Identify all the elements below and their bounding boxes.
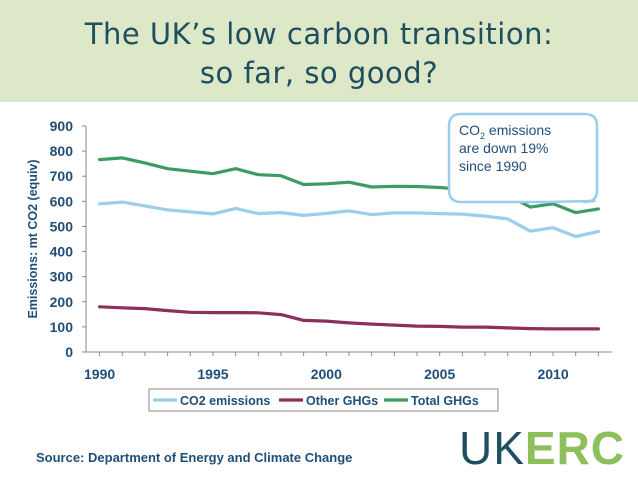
legend-label-3: Total GHGs (411, 394, 479, 408)
x-tick-label-2010: 2010 (537, 366, 568, 382)
legend-label-2: Other GHGs (306, 394, 378, 408)
y-axis-label: Emissions: mt CO2 (equiv) (26, 159, 40, 318)
annotation-line-3: since 1990 (459, 158, 527, 174)
source-note: Source: Department of Energy and Climate… (36, 450, 353, 465)
series-line-co2-emissions (97, 200, 601, 239)
y-tick-label-300: 300 (50, 269, 74, 285)
page-title-line-2: so far, so good? (199, 56, 439, 90)
y-tick-label-600: 600 (50, 193, 74, 209)
legend-label-1: CO2 emissions (180, 394, 270, 408)
legend-box (148, 388, 499, 412)
y-tick-label-500: 500 (50, 218, 74, 234)
y-tick-label-400: 400 (50, 244, 74, 260)
y-tick-label-700: 700 (50, 168, 74, 184)
y-tick-label-100: 100 (50, 319, 74, 335)
logo-erc-text: ERC (524, 422, 626, 474)
y-tick-label-200: 200 (50, 294, 74, 310)
logo-uk-text: UK (459, 422, 525, 474)
y-tick-label-900: 900 (50, 118, 74, 134)
x-tick-label-2000: 2000 (311, 366, 342, 382)
annotation-line-1: CO2 emissions (459, 122, 551, 141)
x-tick-label-1995: 1995 (197, 366, 228, 382)
page-title-line-1: The UK’s low carbon transition: (84, 17, 554, 51)
series-line-other-ghgs (97, 305, 601, 331)
emissions-line-chart: 0 100 200 300 400 500 600 700 800 900 1990 1995 2000… (26, 112, 612, 412)
x-tick-label-2005: 2005 (424, 366, 455, 382)
title-band: The UK’s low carbon transition: so far, … (0, 0, 638, 102)
ukerc-logo: UKERC (459, 425, 625, 471)
annotation-callout-box (447, 112, 599, 204)
annotation-line-2: are down 19% (459, 140, 549, 156)
x-tick-label-1990: 1990 (84, 366, 115, 382)
y-tick-label-800: 800 (50, 143, 74, 159)
y-tick-label-0: 0 (65, 344, 73, 360)
